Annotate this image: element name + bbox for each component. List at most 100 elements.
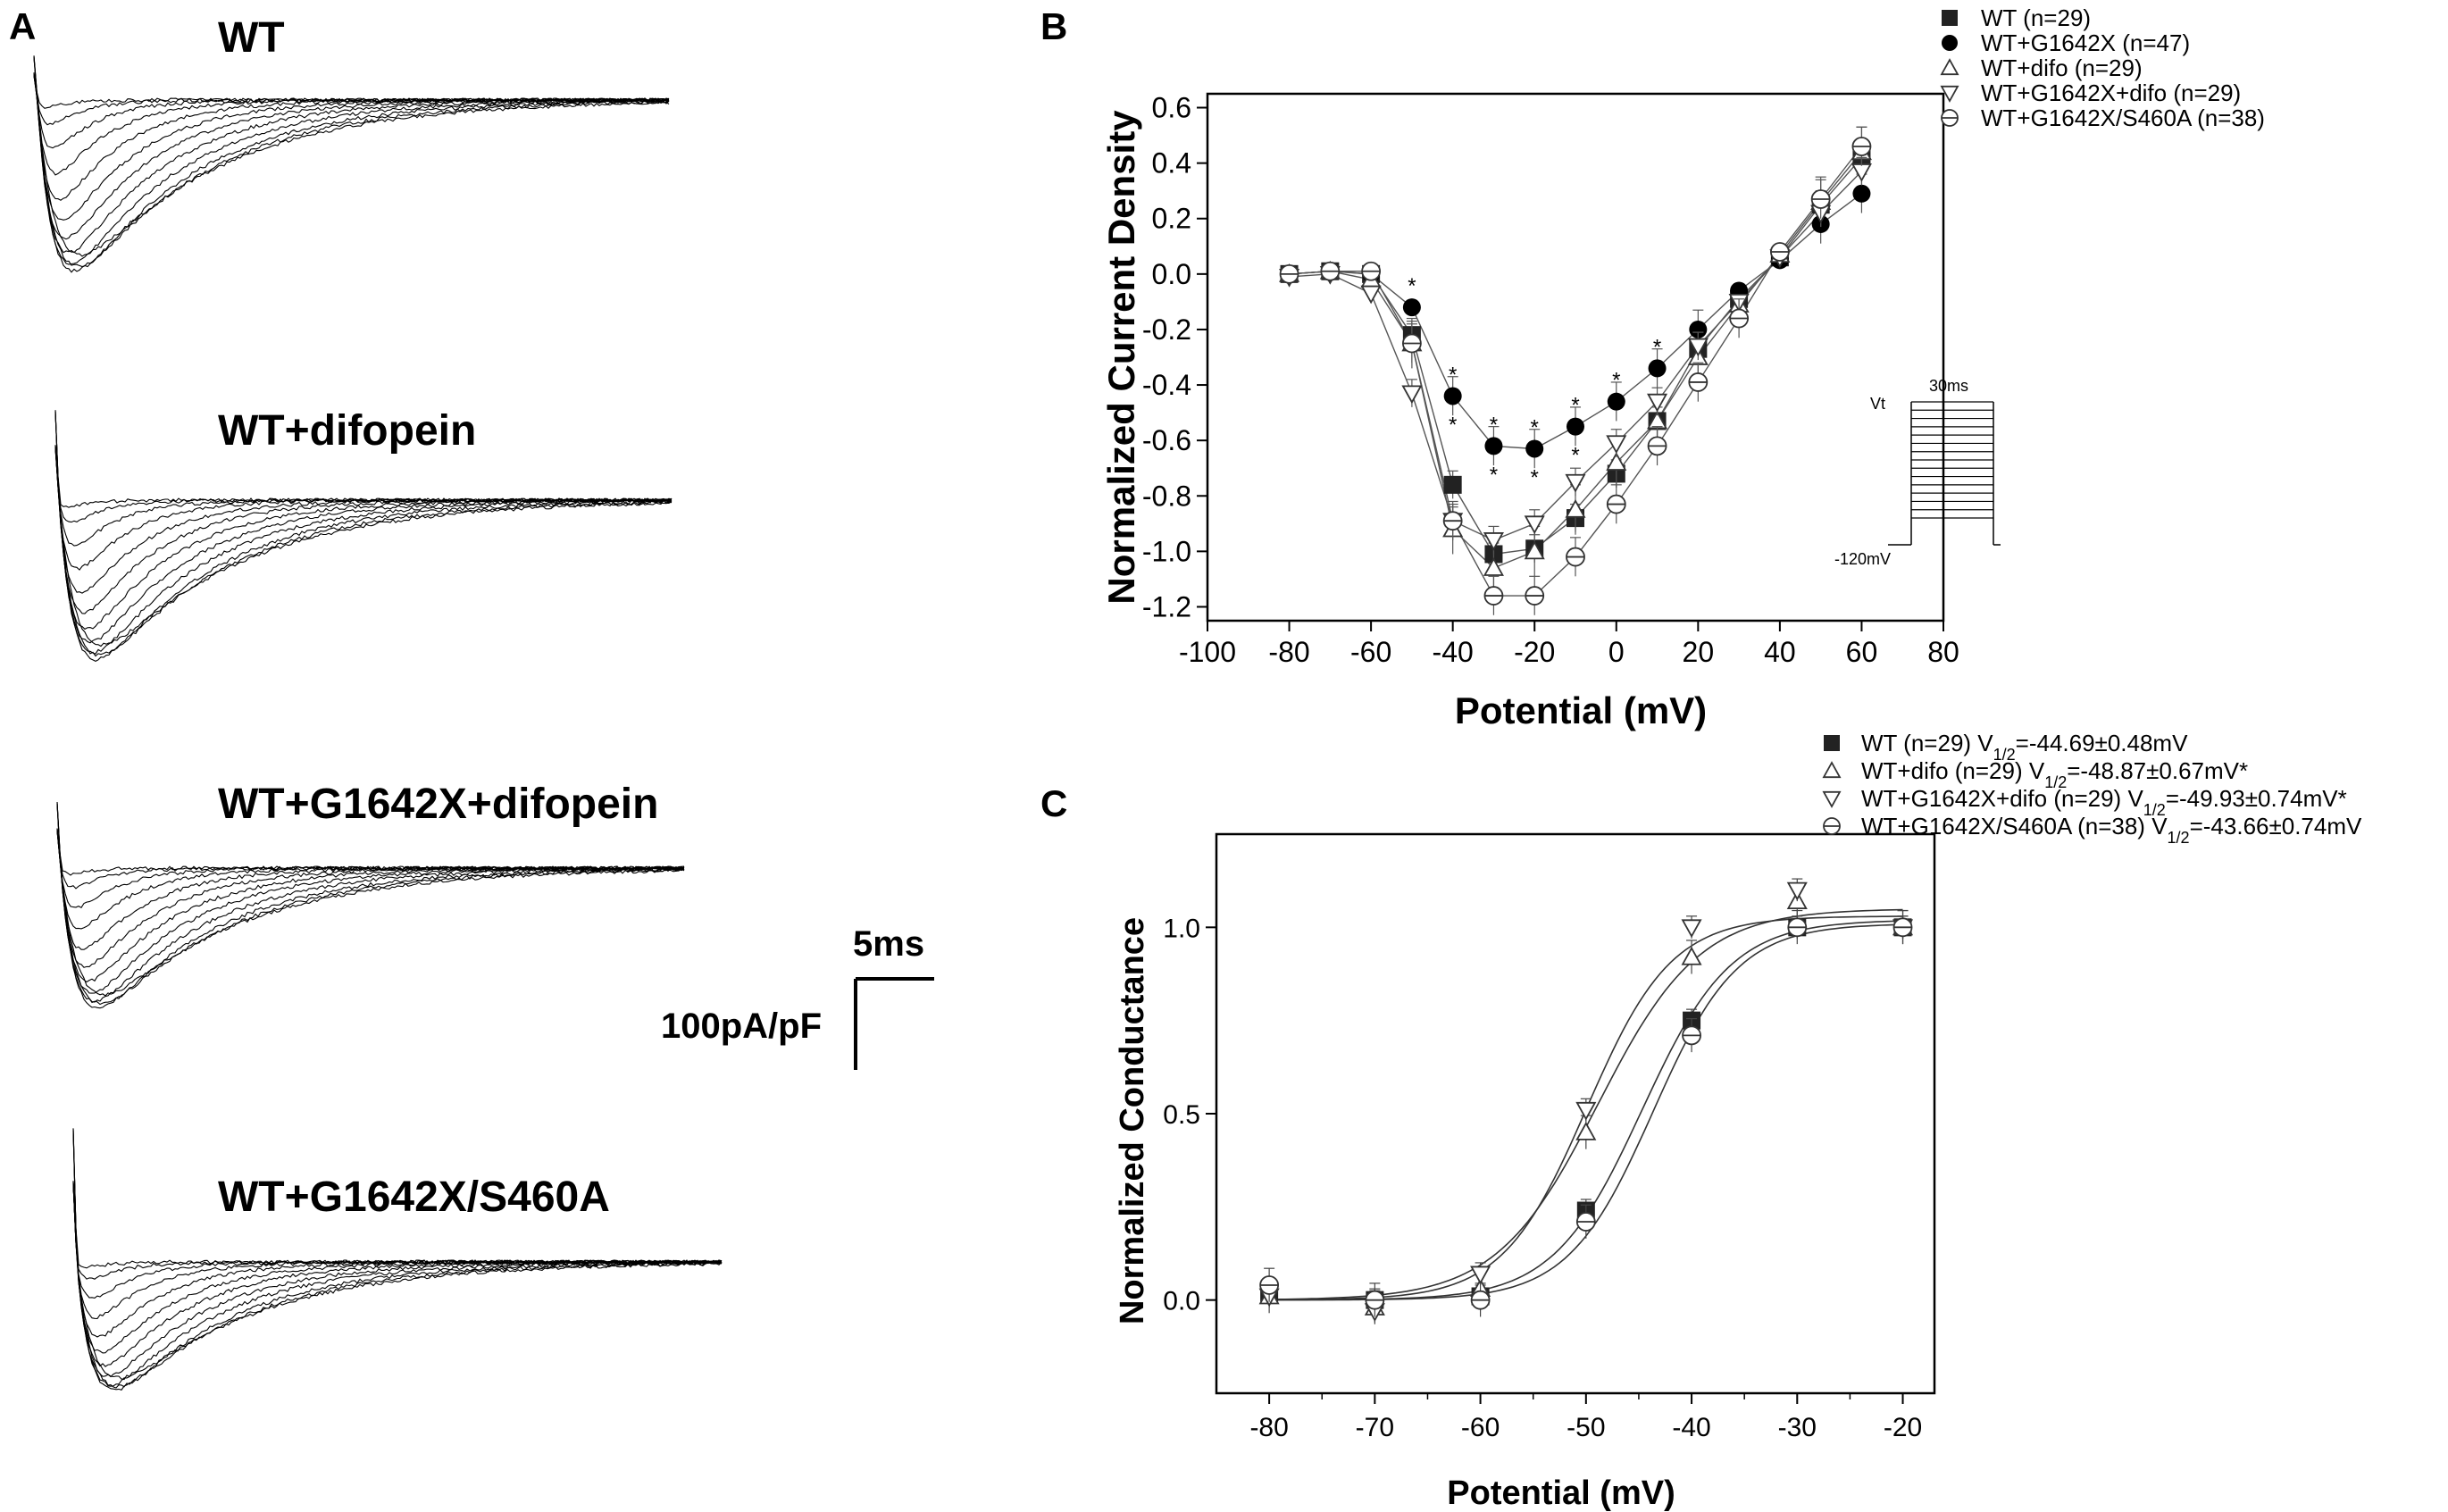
data-point-wt-g1642x-difo-n-29: [1687, 338, 1709, 357]
x-tick-label-b: -100: [1179, 636, 1236, 668]
data-point-wt-g1642x-difo-n-29: [1647, 393, 1668, 413]
legend-label-wt-g1642x-s460a-n-38: WT+G1642X/S460A (n=38) V1/2=-43.66±0.74m…: [1861, 813, 2362, 847]
scale-time-label: 5ms: [853, 924, 924, 964]
current-trace: [72, 1183, 723, 1387]
scale-current-label: 100pA/pF: [661, 1007, 822, 1046]
trace-title-wt-g1642x-difopein: WT+G1642X+difopein: [218, 781, 658, 828]
current-trace: [72, 1182, 723, 1381]
data-point-wt-g1642x-s460a-n-38: [1851, 137, 1872, 156]
current-trace: [72, 1182, 723, 1354]
current-trace: [33, 73, 670, 265]
y-axis-title-b: Normalized Current Density: [1100, 110, 1142, 605]
legend-marker-wt-g1642x-s460a-n-38: [1941, 109, 1959, 127]
data-point-wt-g1642x-difo-n-29: [1606, 435, 1627, 455]
data-point-wt-g1642x-difo-n-29: [1401, 385, 1423, 405]
x-axis-title-b: Potential (mV): [1455, 689, 1707, 731]
y-tick-label-b: -0.4: [1142, 369, 1191, 401]
current-trace: [56, 830, 685, 997]
x-tick-label-b: 0: [1608, 636, 1625, 668]
legend-label-wt-difo-n-29: WT+difo (n=29) V1/2=-48.87±0.67mV*: [1861, 757, 2248, 791]
current-trace: [56, 829, 685, 994]
data-point-wt-g1642x-difo-n-29: [1575, 1101, 1597, 1121]
data-point-wt-g1642x-n-47: [1443, 387, 1462, 405]
x-tick-label-c: -20: [1884, 1413, 1922, 1442]
data-point-wt-g1642x-n-47: [1567, 417, 1584, 436]
legend-label-wt-g1642x-difo-n-29: WT+G1642X+difo (n=29): [1981, 79, 2241, 106]
significance-star: *: [1490, 413, 1498, 437]
legend-label-wt-g1642x-n-47: WT+G1642X (n=47): [1981, 29, 2190, 56]
data-point-wt-difo-n-29: [1565, 498, 1586, 518]
trace-title-wt: WT: [218, 14, 285, 62]
panel-a-label: A: [9, 5, 36, 47]
current-trace: [33, 75, 670, 221]
x-axis-title-c: Potential (mV): [1447, 1474, 1675, 1512]
protocol-inset: Vt 30ms -120mV: [1834, 377, 2001, 568]
y-tick-label-b: -0.6: [1142, 424, 1191, 456]
legend-label-wt-difo-n-29: WT+difo (n=29): [1981, 54, 2143, 81]
plot-area-b: [1206, 92, 1945, 622]
x-tick-label-b: -20: [1514, 636, 1555, 668]
data-point-wt-g1642x-s460a-n-38: [1320, 261, 1341, 281]
legend-marker-wt-n-29: [1942, 10, 1958, 26]
x-tick-label-b: 40: [1764, 636, 1796, 668]
data-point-wt-g1642x-n-47: [1484, 437, 1503, 455]
x-tick-label-c: -70: [1356, 1413, 1394, 1442]
legend-label-wt-n-29: WT (n=29): [1981, 4, 2091, 31]
y-axis-title-c: Normalized Conductance: [1114, 917, 1151, 1324]
y-tick-label-b: 0.0: [1152, 258, 1191, 290]
x-tick-label-b: 20: [1683, 636, 1715, 668]
significance-star: *: [1571, 444, 1579, 468]
panel-c-label: C: [1040, 782, 1067, 824]
current-trace: [72, 1181, 723, 1378]
data-point-wt-difo-n-29: [1524, 540, 1545, 560]
current-trace: [33, 75, 670, 257]
data-point-wt-g1642x-s460a-n-38: [1525, 586, 1545, 606]
data-point-wt-g1642x-n-47: [1402, 298, 1421, 317]
trace-title-wt-g1642x-s460a: WT+G1642X/S460A: [218, 1174, 610, 1221]
legend-marker-wt-difo-n-29: [1822, 761, 1842, 779]
data-point-wt-g1642x-difo-n-29: [1524, 515, 1545, 535]
trace-title-wt-difopein: WT+difopein: [218, 407, 476, 455]
data-point-wt-g1642x-s460a-n-38: [1606, 494, 1626, 514]
scale-bar: [854, 977, 934, 1070]
panel-b-label: B: [1040, 5, 1067, 47]
x-tick-label-b: -40: [1433, 636, 1474, 668]
x-tick-label-b: -60: [1350, 636, 1391, 668]
data-point-wt-g1642x-s460a-n-38: [1892, 917, 1913, 938]
current-trace: [54, 445, 673, 647]
current-trace: [72, 1128, 723, 1367]
data-point-wt-g1642x-difo-n-29: [1470, 1266, 1491, 1285]
inset-holding-label: -120mV: [1834, 550, 1891, 568]
current-trace: [72, 1130, 723, 1391]
legend-label-wt-g1642x-difo-n-29: WT+G1642X+difo (n=29) V1/2=-49.93±0.74mV…: [1861, 785, 2347, 819]
y-tick-label-b: -1.0: [1142, 535, 1191, 567]
data-point-wt-g1642x-s460a-n-38: [1365, 1290, 1385, 1310]
inset-vt-label: Vt: [1870, 395, 1885, 413]
current-trace: [33, 55, 670, 176]
current-trace: [33, 57, 670, 240]
legend-marker-wt-g1642x-n-47: [1942, 35, 1958, 51]
significance-star: *: [1612, 369, 1620, 393]
x-tick-label-c: -50: [1567, 1413, 1605, 1442]
current-trace: [33, 72, 670, 268]
data-point-wt-g1642x-s460a-n-38: [1259, 1275, 1280, 1295]
current-trace: [72, 1130, 723, 1319]
current-trace: [56, 828, 685, 1003]
data-point-wt-difo-n-29: [1681, 946, 1702, 965]
data-point-wt-g1642x-s460a-n-38: [1575, 1212, 1596, 1232]
trace-group-wt-g1642x-difopein: [56, 801, 685, 1009]
current-trace: [54, 445, 673, 657]
current-trace: [54, 447, 673, 614]
data-point-wt-g1642x-n-47: [1852, 184, 1871, 203]
y-tick-label-b: -0.2: [1142, 313, 1191, 346]
legend-label-wt-n-29: WT (n=29) V1/2=-44.69±0.48mV: [1861, 730, 2188, 764]
current-trace: [72, 1182, 723, 1389]
current-trace: [54, 447, 673, 655]
data-point-wt-g1642x-n-47: [1607, 392, 1625, 411]
data-point-wt-g1642x-n-47: [1689, 320, 1708, 338]
inset-time-label: 30ms: [1929, 377, 1968, 395]
current-trace: [56, 829, 685, 890]
current-trace: [33, 74, 669, 254]
data-point-wt-g1642x-s460a-n-38: [1566, 547, 1585, 567]
